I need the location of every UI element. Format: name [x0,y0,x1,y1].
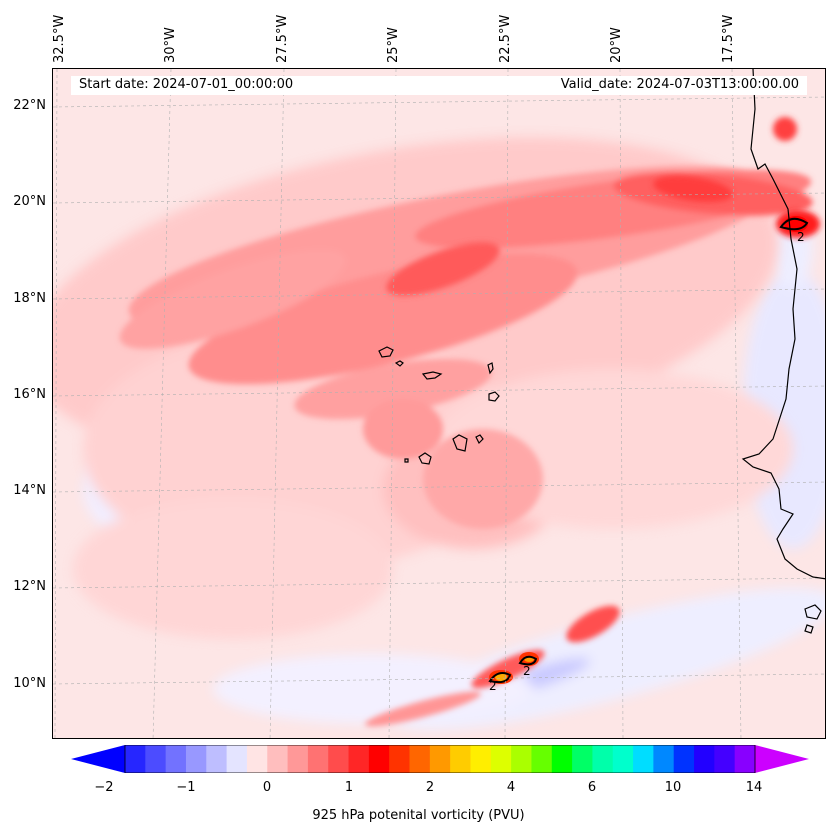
contour-label: 2 [523,664,531,678]
colorbar-segment [246,745,268,773]
lat-label-10n: 10°N [13,676,46,691]
lat-label-14n: 14°N [13,483,46,498]
colorbar-segment [714,745,736,773]
colorbar-segment [612,745,634,773]
colorbar-segment [368,745,390,773]
colorbar-segment [450,745,471,773]
colorbar-segment [490,745,512,773]
cape-verde-islands [378,346,500,465]
lon-label-32-5w: 32.5°W [52,14,67,63]
colorbar-tick: −2 [94,780,114,795]
colorbar-segment [287,745,309,773]
colorbar-tick: 14 [745,780,763,795]
colorbar-tick: 1 [344,780,354,795]
colorbar-segment [165,745,187,773]
colorbar-segment [409,745,431,773]
colorbar-segment [226,745,248,773]
colorbar-segment [572,745,593,773]
colorbar-tick: 0 [262,780,272,795]
colorbar-segment [429,745,451,773]
african-coastline [741,69,825,580]
start-date: Start date: 2024-07-01_00:00:00 [79,77,294,92]
date-header: Start date: 2024-07-01_00:00:00 Valid_da… [71,76,807,95]
lat-label-18n: 18°N [13,291,46,306]
colorbar-segment [125,745,146,773]
colorbar-segment [734,745,756,773]
colorbar-segment [551,745,573,773]
lon-label-17-5w: 17.5°W [721,14,736,63]
colorbar-extend-min [71,745,125,773]
colorbar-segment [673,745,695,773]
contour-label: 2 [797,230,805,244]
lon-label-25w: 25°W [386,27,401,63]
colorbar-segment [653,745,675,773]
colorbar-segment [185,745,207,773]
colorbar-tick: 2 [425,780,435,795]
lat-label-12n: 12°N [13,579,46,594]
colorbar-segment [348,745,370,773]
colorbar-segment [694,745,715,773]
lon-label-20w: 20°W [609,27,624,63]
pv-field-plot: 2 2 2 [53,69,825,738]
colorbar-extend-max [755,745,809,773]
colorbar-tick: 6 [587,780,597,795]
colorbar-label: 925 hPa potenital vorticity (PVU) [312,808,525,823]
graticule [53,69,825,738]
lat-label-20n: 20°N [13,194,46,209]
colorbar-tick: 10 [664,780,682,795]
colorbar-segment [531,745,553,773]
colorbar-segment [145,745,167,773]
lat-label-16n: 16°N [13,387,46,402]
contour-label: 2 [489,679,497,693]
bijagos-islands [804,604,822,634]
colorbar-segment [511,745,532,773]
colorbar [71,745,809,773]
valid-date: Valid_date: 2024-07-03T13:00:00.00 [560,77,799,92]
colorbar-frame [124,745,756,773]
colorbar-segment [389,745,411,773]
colorbar-segment [307,745,329,773]
colorbar-segment [328,745,350,773]
pv-map: 2 2 2 [52,68,826,739]
colorbar-segment [470,745,492,773]
colorbar-segments [125,745,756,773]
colorbar-segment [267,745,289,773]
colorbar-segment [633,745,654,773]
lon-label-22-5w: 22.5°W [498,14,513,63]
lat-label-22n: 22°N [13,98,46,113]
colorbar-tick: 4 [506,780,516,795]
colorbar-segment [592,745,614,773]
lon-label-30w: 30°W [163,27,178,63]
lon-label-27-5w: 27.5°W [275,14,290,63]
colorbar-segment [206,745,228,773]
colorbar-tick: −1 [176,780,196,795]
